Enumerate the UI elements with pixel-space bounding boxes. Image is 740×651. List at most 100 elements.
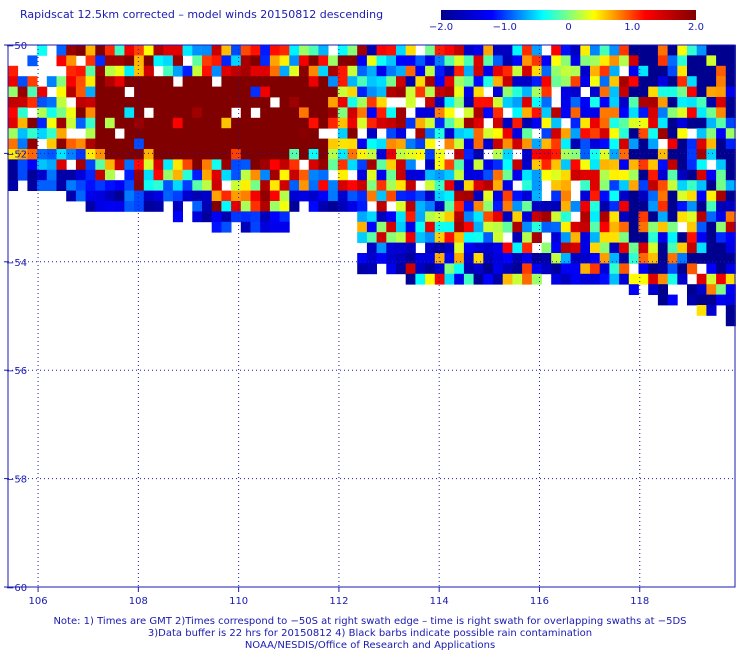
heatmap-cell [696, 159, 707, 171]
heatmap-cell [415, 149, 426, 160]
heatmap-cell [328, 201, 339, 212]
heatmap-cell [493, 76, 504, 87]
heatmap-cell [551, 211, 562, 223]
heatmap-cell [493, 242, 504, 254]
heatmap-cell [192, 45, 203, 56]
heatmap-cell [599, 45, 610, 56]
heatmap-cell [143, 76, 154, 87]
heatmap-cell [657, 242, 668, 254]
heatmap-cell [250, 97, 261, 108]
heatmap-cell [114, 65, 125, 77]
heatmap-cell [628, 201, 639, 212]
heatmap-cell [328, 65, 339, 77]
heatmap-cell [502, 65, 513, 77]
heatmap-cell [17, 149, 28, 160]
y-tick-label: −58 [6, 475, 27, 486]
heatmap-cell [599, 201, 610, 212]
heatmap-cell [522, 97, 533, 108]
heatmap-cell [667, 190, 678, 202]
heatmap-cell [463, 169, 474, 181]
heatmap-cell [541, 55, 552, 67]
heatmap-cell [696, 169, 707, 181]
heatmap-cell [405, 273, 416, 285]
heatmap-cell [37, 128, 48, 139]
heatmap-cell [560, 169, 571, 181]
heatmap-cell [716, 138, 727, 150]
heatmap-cell [105, 169, 116, 181]
heatmap-cell [231, 128, 242, 139]
heatmap-cell [687, 211, 698, 223]
heatmap-cell [405, 159, 416, 171]
heatmap-cell [444, 45, 455, 56]
heatmap-cell [182, 138, 193, 150]
heatmap-cell [415, 55, 426, 67]
heatmap-cell [580, 97, 591, 108]
heatmap-cell [551, 128, 562, 139]
heatmap-cell [444, 159, 455, 171]
heatmap-cell [590, 149, 601, 160]
heatmap-cell [347, 45, 358, 56]
heatmap-cell [570, 107, 581, 119]
heatmap-cell [425, 263, 436, 275]
heatmap-cell [502, 242, 513, 254]
heatmap-cell [221, 201, 232, 212]
heatmap-cell [599, 86, 610, 98]
heatmap-cell [522, 76, 533, 87]
heatmap-cell [570, 149, 581, 160]
heatmap-cell [609, 242, 620, 254]
heatmap-cell [725, 55, 736, 67]
heatmap-cell [269, 65, 280, 77]
heatmap-cell [716, 107, 727, 119]
heatmap-cell [434, 232, 445, 243]
heatmap-cell [454, 45, 465, 56]
heatmap-cell [580, 242, 591, 254]
heatmap-cell [8, 65, 19, 77]
heatmap-cell [580, 211, 591, 223]
heatmap-cell [638, 55, 649, 67]
heatmap-cell [638, 128, 649, 139]
heatmap-cell [163, 117, 174, 129]
heatmap-cell [638, 45, 649, 56]
heatmap-cell [444, 55, 455, 67]
heatmap-cell [677, 159, 688, 171]
heatmap-cell [434, 45, 445, 56]
heatmap-cell [716, 45, 727, 56]
heatmap-cell [444, 169, 455, 181]
heatmap-cell [37, 107, 48, 119]
heatmap-cell [725, 97, 736, 108]
heatmap-cell [560, 149, 571, 160]
heatmap-cell [687, 232, 698, 243]
heatmap-cell [580, 138, 591, 150]
heatmap-cell [590, 117, 601, 129]
heatmap-cell [493, 180, 504, 191]
heatmap-cell [551, 273, 562, 285]
heatmap-cell [366, 138, 377, 150]
heatmap-cell [105, 55, 116, 67]
heatmap-cell [376, 117, 387, 129]
heatmap-cell [124, 190, 135, 202]
heatmap-cell [134, 86, 145, 98]
heatmap-cell [308, 180, 319, 191]
heatmap-cell [444, 180, 455, 191]
heatmap-cell [85, 128, 96, 139]
heatmap-cell [318, 180, 329, 191]
heatmap-cell [599, 117, 610, 129]
heatmap-cell [425, 117, 436, 129]
heatmap-cell [396, 107, 407, 119]
heatmap-cell [8, 107, 19, 119]
heatmap-cell [599, 190, 610, 202]
heatmap-cell [473, 45, 484, 56]
heatmap-cell [337, 169, 348, 181]
heatmap-cell [211, 97, 222, 108]
heatmap-cell [95, 107, 106, 119]
heatmap-cell [454, 55, 465, 67]
heatmap-cell [231, 201, 242, 212]
heatmap-cell [153, 76, 164, 87]
heatmap-cell [687, 149, 698, 160]
heatmap-cell [386, 263, 397, 275]
heatmap-cell [590, 55, 601, 67]
heatmap-cell [473, 65, 484, 77]
heatmap-cell [687, 169, 698, 181]
heatmap-cell [590, 190, 601, 202]
heatmap-cell [725, 76, 736, 87]
